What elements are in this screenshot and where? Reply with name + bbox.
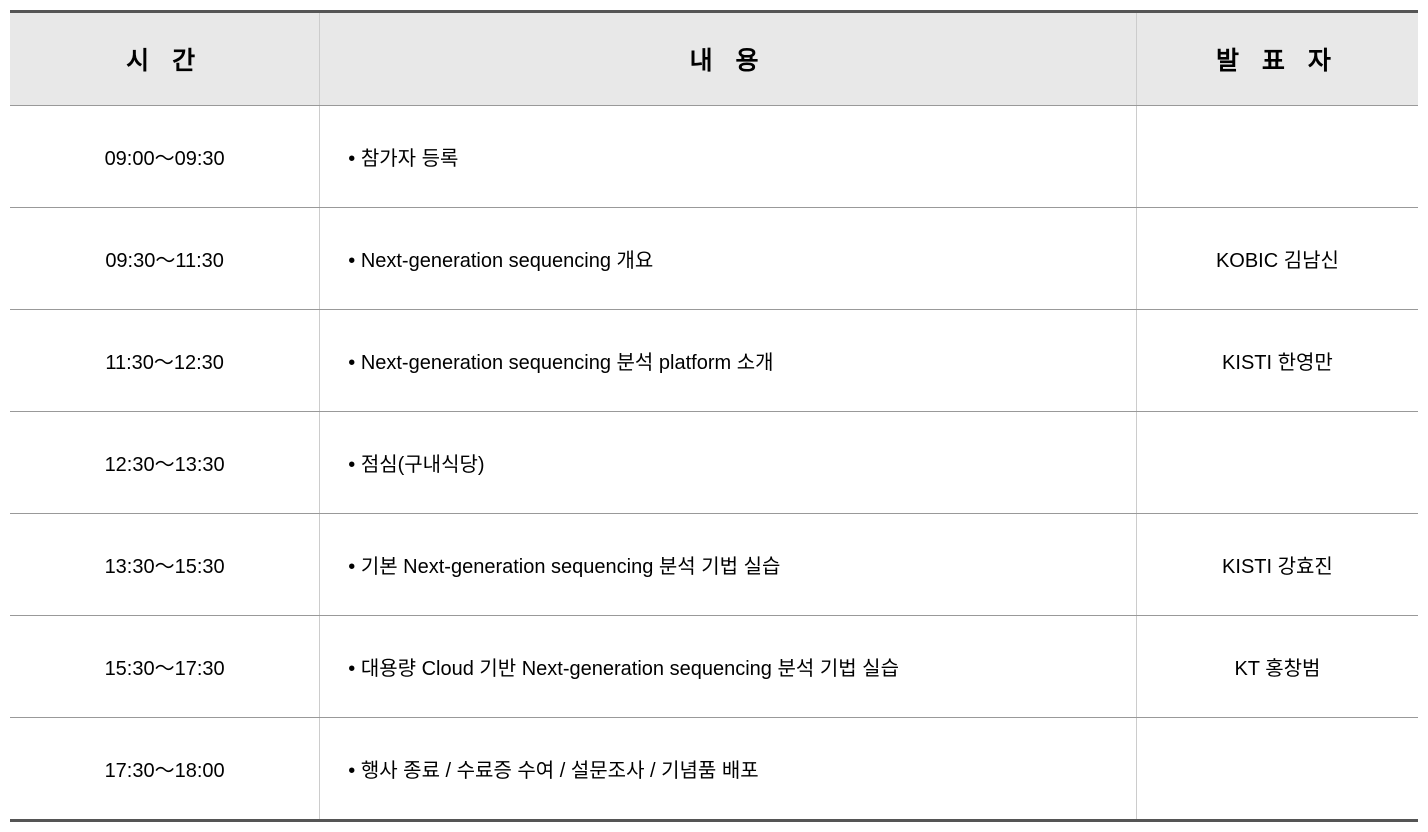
cell-time: 15:30～17:30 (10, 616, 320, 718)
cell-time: 11:30～12:30 (10, 310, 320, 412)
cell-presenter (1136, 412, 1418, 514)
cell-content: 대용량 Cloud 기반 Next-generation sequencing … (320, 616, 1137, 718)
header-content: 내 용 (320, 13, 1137, 106)
cell-content: 점심(구내식당) (320, 412, 1137, 514)
cell-time: 17:30～18:00 (10, 718, 320, 820)
bullet-icon (348, 250, 361, 272)
bullet-icon (348, 454, 361, 476)
schedule-table-container: 시 간 내 용 발 표 자 09:00～09:30 참가자 등록 09:30～1… (10, 10, 1418, 822)
table-row: 09:30～11:30 Next-generation sequencing 개… (10, 208, 1418, 310)
cell-time: 13:30～15:30 (10, 514, 320, 616)
content-text: 대용량 Cloud 기반 Next-generation sequencing … (361, 658, 899, 680)
bullet-icon (348, 556, 361, 578)
table-row: 12:30～13:30 점심(구내식당) (10, 412, 1418, 514)
header-time: 시 간 (10, 13, 320, 106)
content-text: 참가자 등록 (361, 148, 459, 170)
bullet-icon (348, 352, 361, 374)
table-row: 15:30～17:30 대용량 Cloud 기반 Next-generation… (10, 616, 1418, 718)
header-presenter: 발 표 자 (1136, 13, 1418, 106)
cell-presenter (1136, 106, 1418, 208)
content-text: 점심(구내식당) (361, 454, 485, 476)
cell-time: 09:00～09:30 (10, 106, 320, 208)
table-row: 17:30～18:00 행사 종료 / 수료증 수여 / 설문조사 / 기념품 … (10, 718, 1418, 820)
content-text: 행사 종료 / 수료증 수여 / 설문조사 / 기념품 배포 (361, 760, 759, 782)
cell-content: 행사 종료 / 수료증 수여 / 설문조사 / 기념품 배포 (320, 718, 1137, 820)
content-text: Next-generation sequencing 분석 platform 소… (361, 352, 774, 374)
table-row: 09:00～09:30 참가자 등록 (10, 106, 1418, 208)
bullet-icon (348, 658, 361, 680)
bullet-icon (348, 148, 361, 170)
table-row: 11:30～12:30 Next-generation sequencing 분… (10, 310, 1418, 412)
cell-presenter (1136, 718, 1418, 820)
cell-content: 참가자 등록 (320, 106, 1137, 208)
bullet-icon (348, 760, 361, 782)
cell-presenter: KT 홍창범 (1136, 616, 1418, 718)
cell-presenter: KOBIC 김남신 (1136, 208, 1418, 310)
table-header-row: 시 간 내 용 발 표 자 (10, 13, 1418, 106)
schedule-table: 시 간 내 용 발 표 자 09:00～09:30 참가자 등록 09:30～1… (10, 13, 1418, 819)
cell-time: 12:30～13:30 (10, 412, 320, 514)
content-text: 기본 Next-generation sequencing 분석 기법 실습 (361, 556, 781, 578)
cell-time: 09:30～11:30 (10, 208, 320, 310)
cell-content: Next-generation sequencing 분석 platform 소… (320, 310, 1137, 412)
cell-presenter: KISTI 한영만 (1136, 310, 1418, 412)
table-row: 13:30～15:30 기본 Next-generation sequencin… (10, 514, 1418, 616)
content-text: Next-generation sequencing 개요 (361, 250, 654, 272)
cell-presenter: KISTI 강효진 (1136, 514, 1418, 616)
cell-content: Next-generation sequencing 개요 (320, 208, 1137, 310)
cell-content: 기본 Next-generation sequencing 분석 기법 실습 (320, 514, 1137, 616)
